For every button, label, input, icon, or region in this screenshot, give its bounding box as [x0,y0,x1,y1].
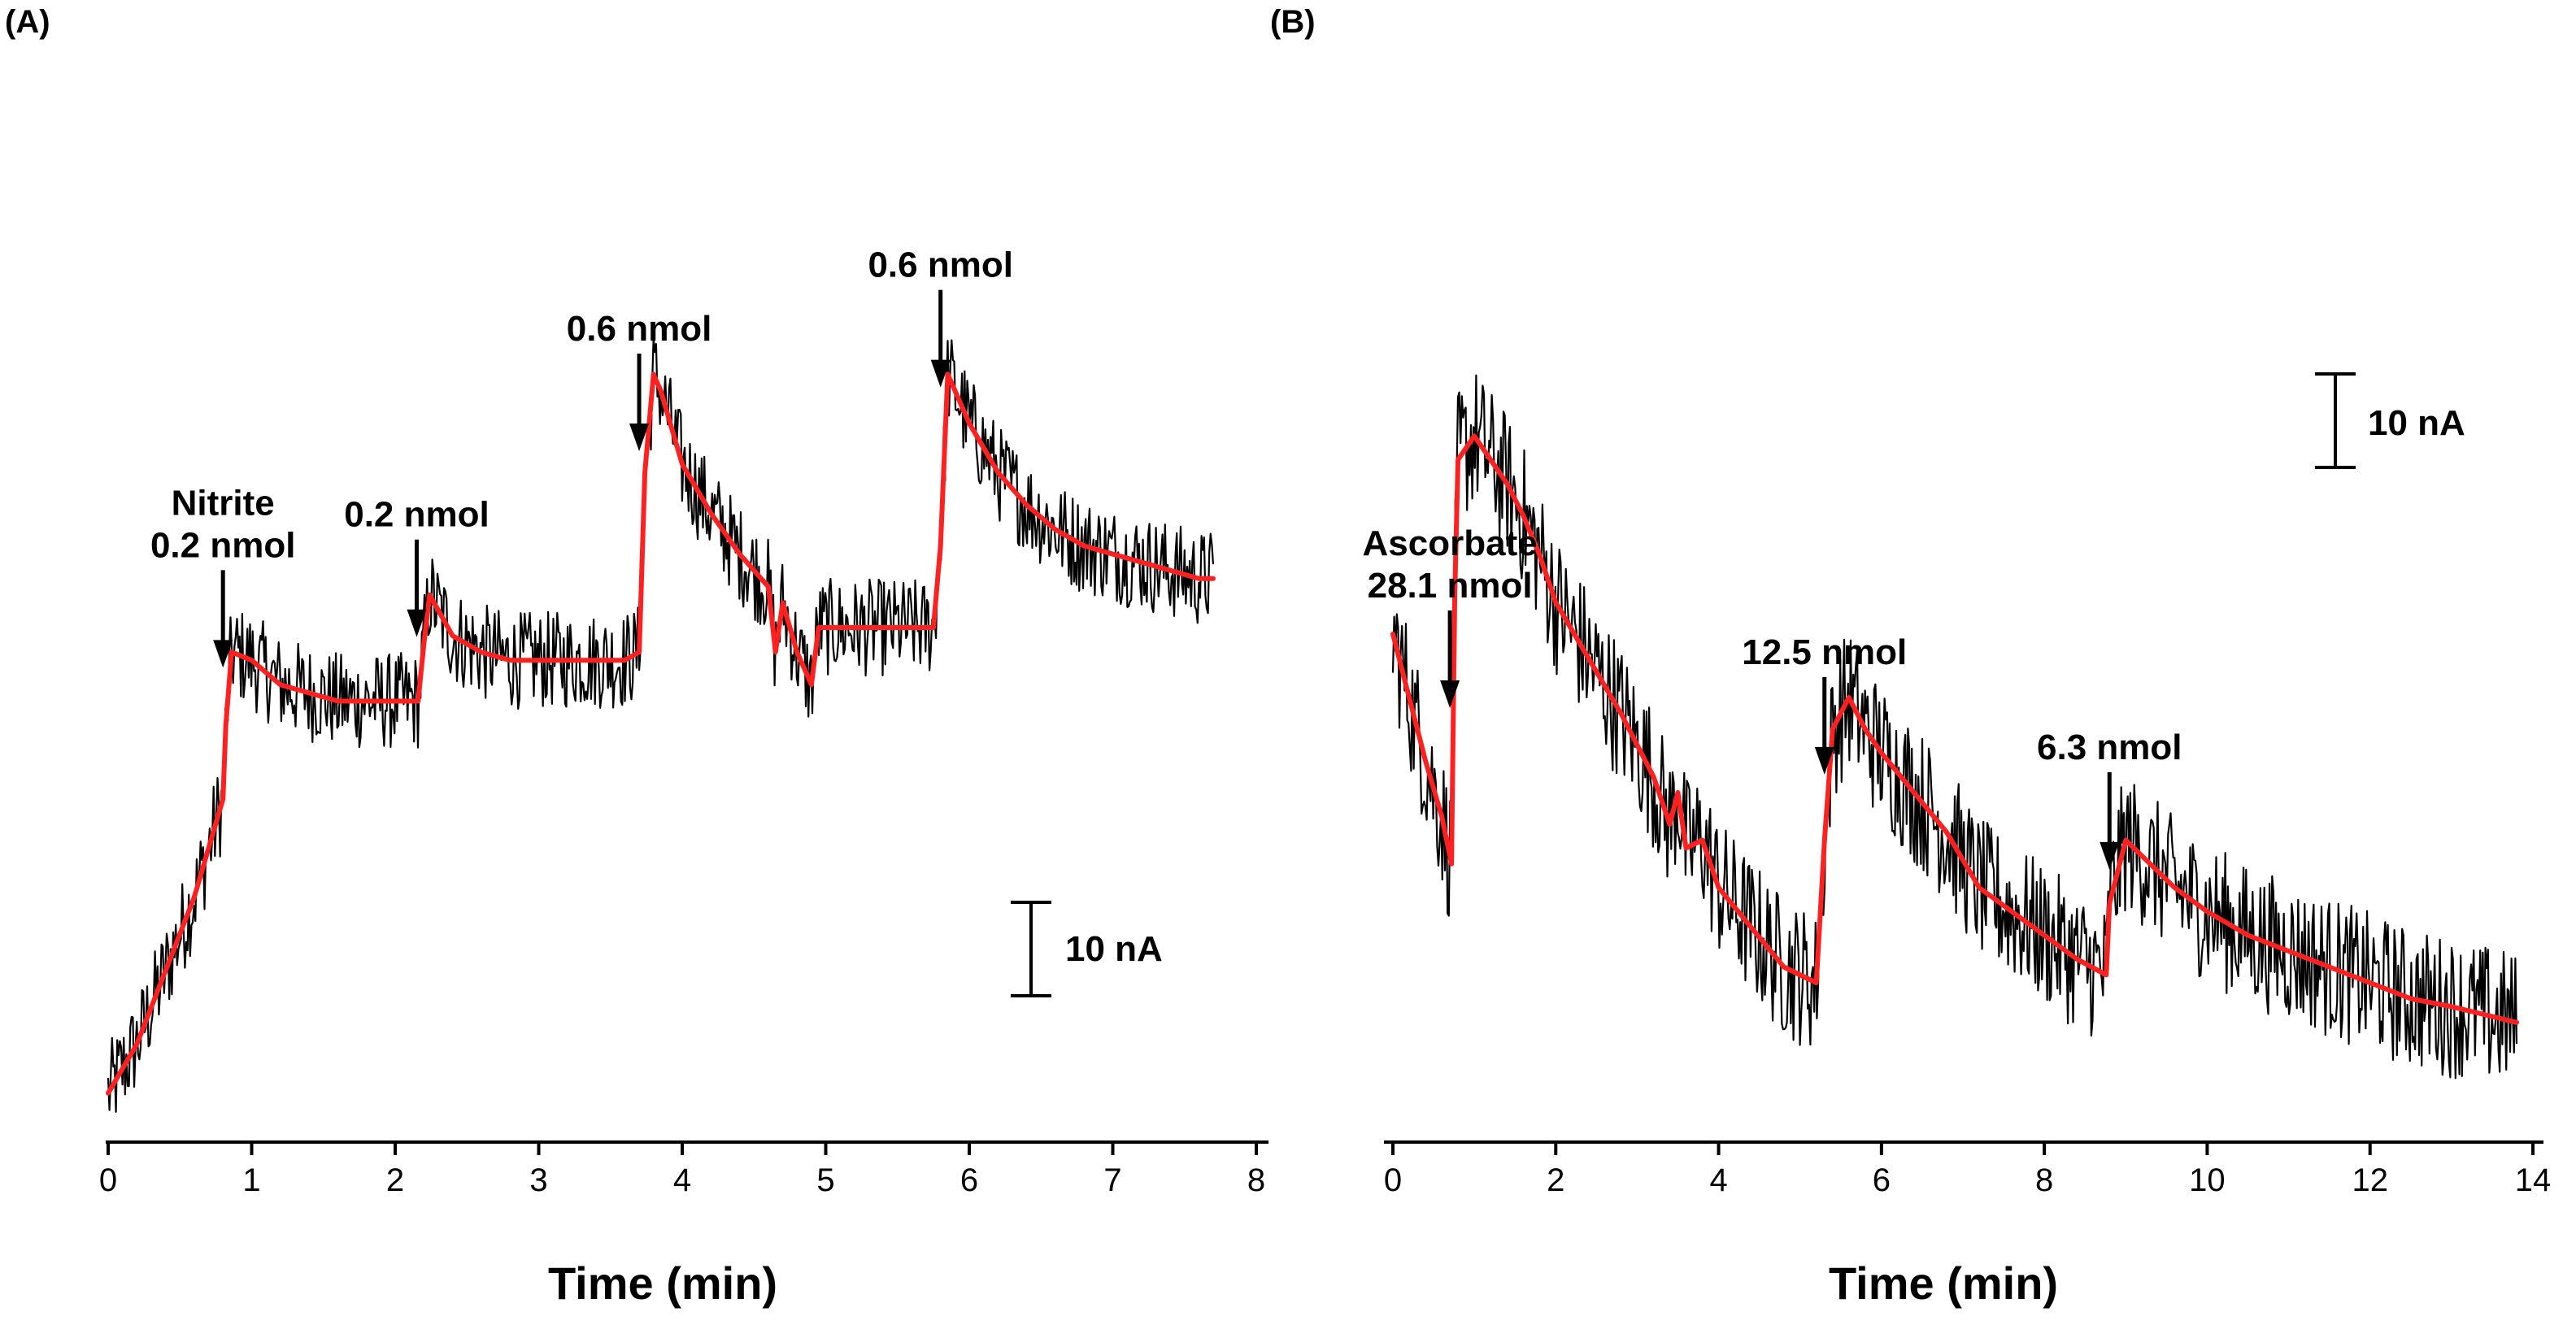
injection-label: 0.2 nmol [150,525,296,565]
x-tick-label: 3 [529,1162,547,1198]
x-tick-label: 4 [673,1162,691,1198]
panel-a-scale-bar-label: 10 nA [1065,929,1163,969]
x-tick-label: 10 [2189,1162,2226,1198]
smoothed-current-trace [106,371,1216,1096]
injection-arrow-head [407,609,427,637]
x-tick-label: 2 [1547,1162,1564,1198]
injection-label: 28.1 nmol [1368,566,1533,606]
injection-arrow-head [2100,841,2120,870]
panel-b-scale-bar: 10 nA [2315,372,2465,469]
panel-b-x-axis-label: Time (min) [1829,1258,2058,1309]
injection-label: Ascorbate [1363,523,1538,563]
x-tick-label: 8 [1247,1162,1265,1198]
injection-arrow-head [629,424,650,452]
panel-a-label: (A) [5,4,50,40]
panel-b-scale-bar-label: 10 nA [2368,403,2465,443]
x-tick-label: 8 [2035,1162,2053,1198]
x-tick-label: 7 [1103,1162,1121,1198]
x-tick-label: 2 [386,1162,404,1198]
panel-a-scale-bar: 10 nA [1011,901,1163,997]
injection-arrow-head [213,640,233,668]
x-tick-label: 4 [1709,1162,1727,1198]
panel-b-x-ticks: 0 2 4 6 8 10 12 14 [1384,1142,2551,1198]
injection-label: 12.5 nmol [1742,632,1907,672]
injection-label: 0.6 nmol [567,309,712,349]
x-tick-label: 12 [2352,1162,2388,1198]
x-tick-label: 1 [242,1162,260,1198]
injection-label: 6.3 nmol [2037,728,2182,767]
injection-arrow-head [1440,680,1460,708]
injection-label: 0.2 nmol [344,495,490,535]
smoothed-current-trace [1390,433,2519,1025]
x-tick-label: 6 [960,1162,978,1198]
panel-a-x-axis-label: Time (min) [548,1258,777,1309]
x-tick-label: 14 [2515,1162,2552,1198]
panel-a-x-ticks: 0 1 2 3 4 5 6 7 8 [99,1142,1265,1198]
panel-b-traces [1390,374,2519,1080]
panel-b-label: (B) [1270,4,1316,40]
injection-arrow-head [1814,746,1834,775]
raw-current-trace [1391,374,2518,1080]
injection-label: 0.6 nmol [868,245,1013,285]
panel-a-traces [106,336,1216,1113]
injection-label: Nitrite [172,483,275,523]
raw-current-trace [107,336,1215,1113]
injection-arrow-head [930,359,951,388]
x-tick-label: 0 [99,1162,117,1198]
x-tick-label: 6 [1873,1162,1891,1198]
x-tick-label: 5 [816,1162,834,1198]
x-tick-label: 0 [1384,1162,1402,1198]
